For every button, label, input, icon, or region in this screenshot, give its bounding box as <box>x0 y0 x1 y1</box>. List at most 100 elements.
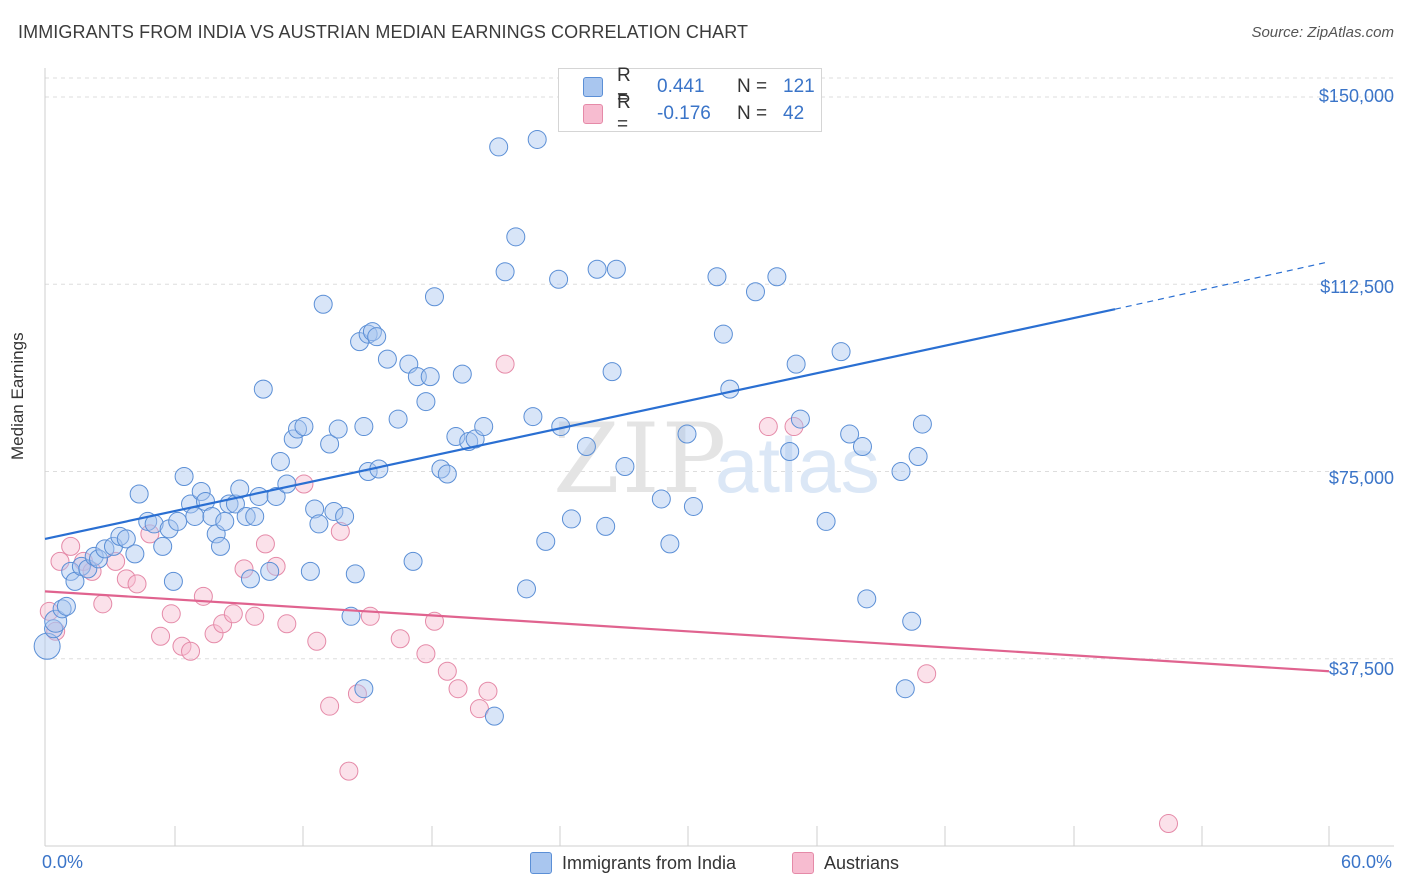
india-point <box>720 379 740 399</box>
india-point <box>713 324 733 344</box>
india-point <box>424 287 444 307</box>
india-point <box>745 282 765 302</box>
n-key: N = <box>737 76 768 97</box>
india-point <box>527 129 547 149</box>
india-point <box>129 484 149 504</box>
india-point <box>495 262 515 282</box>
legend-item-india: Immigrants from India <box>530 852 736 874</box>
india-point <box>587 259 607 279</box>
india-point <box>840 424 860 444</box>
y-tick-label: $75,000 <box>1328 468 1394 488</box>
india-point <box>767 267 787 287</box>
india-point <box>245 506 265 526</box>
india-point <box>277 474 297 494</box>
india-point <box>437 464 457 484</box>
r-key: R = <box>617 65 631 108</box>
india-point <box>341 606 361 626</box>
austrians-point <box>234 559 254 579</box>
axes <box>44 68 1394 847</box>
india-point <box>816 511 836 531</box>
austrians-point <box>416 644 436 664</box>
india-point <box>852 437 872 457</box>
x-tick-label-max: 60.0% <box>1340 852 1392 872</box>
austrians-point <box>784 417 804 437</box>
austrians-point <box>320 696 340 716</box>
india-point <box>831 342 851 362</box>
india-point <box>377 349 397 369</box>
source-label: Source: ZipAtlas.com <box>1251 24 1394 41</box>
austrians-point <box>307 631 327 651</box>
india-point <box>260 561 280 581</box>
india-point <box>125 544 145 564</box>
india-point <box>61 561 81 581</box>
india-point <box>474 417 494 437</box>
austrians-point <box>151 626 171 646</box>
india-point <box>786 354 806 374</box>
india-point <box>191 481 211 501</box>
austrians-point <box>917 664 937 684</box>
correlation-legend: R = 0.441 N = 121 R = -0.176 N = 42 <box>558 65 822 135</box>
x-tick-label-min: 0.0% <box>42 852 84 872</box>
austrians-point <box>347 684 367 704</box>
india-point <box>168 511 188 531</box>
trend-lines <box>44 261 1330 673</box>
austrians-point <box>46 621 66 641</box>
india-point <box>660 534 680 554</box>
india-swatch <box>583 77 603 97</box>
india-point <box>677 424 697 444</box>
india-point <box>902 611 922 631</box>
india-point <box>153 536 173 556</box>
india-point <box>908 447 928 467</box>
india-point <box>300 561 320 581</box>
india-point <box>367 327 387 347</box>
austrians-point <box>330 521 350 541</box>
n-key: N = <box>737 103 768 124</box>
india-swatch <box>530 852 552 874</box>
india-trend-extension <box>1114 261 1330 310</box>
watermark-zip: ZIP <box>553 403 728 515</box>
india-trend-line <box>44 308 1116 540</box>
austrians-point <box>390 629 410 649</box>
india-point <box>78 559 98 579</box>
india-point <box>489 137 509 157</box>
india-point <box>33 632 61 660</box>
austrians-point <box>116 569 136 589</box>
austrians-point <box>448 679 468 699</box>
austrians-point <box>50 551 70 571</box>
india-points <box>33 129 932 726</box>
india-point <box>44 619 64 639</box>
india-point <box>354 679 374 699</box>
austrians-swatch <box>583 104 603 124</box>
austrians-point <box>255 534 275 554</box>
india-point <box>116 529 136 549</box>
austrians-point <box>437 661 457 681</box>
india-point <box>683 496 703 516</box>
india-point <box>891 462 911 481</box>
india-point <box>215 511 235 531</box>
india-point <box>240 569 260 589</box>
india-point <box>328 419 348 439</box>
india-point <box>549 269 569 289</box>
india-point <box>606 259 626 279</box>
legend-row-india: R = 0.441 N = 121 <box>583 65 815 108</box>
austrians-point <box>181 641 201 661</box>
legend-item-austrians: Austrians <box>792 852 899 874</box>
austrians-point <box>61 536 81 556</box>
india-point <box>780 442 800 462</box>
india-point <box>56 596 76 616</box>
r-key: R = <box>617 92 631 135</box>
y-tick-label: $112,500 <box>1320 277 1394 297</box>
india-point <box>484 706 504 726</box>
india-point <box>596 516 616 536</box>
india-point <box>324 501 344 521</box>
india-point <box>707 267 727 287</box>
austrians-point <box>127 574 147 594</box>
austrians-trend-line <box>44 590 1330 673</box>
india-point <box>446 427 466 447</box>
india-point <box>305 499 325 519</box>
legend-label-india: Immigrants from India <box>562 852 737 873</box>
india-point <box>857 589 877 609</box>
india-point <box>266 486 286 506</box>
austrians-point <box>758 417 778 437</box>
